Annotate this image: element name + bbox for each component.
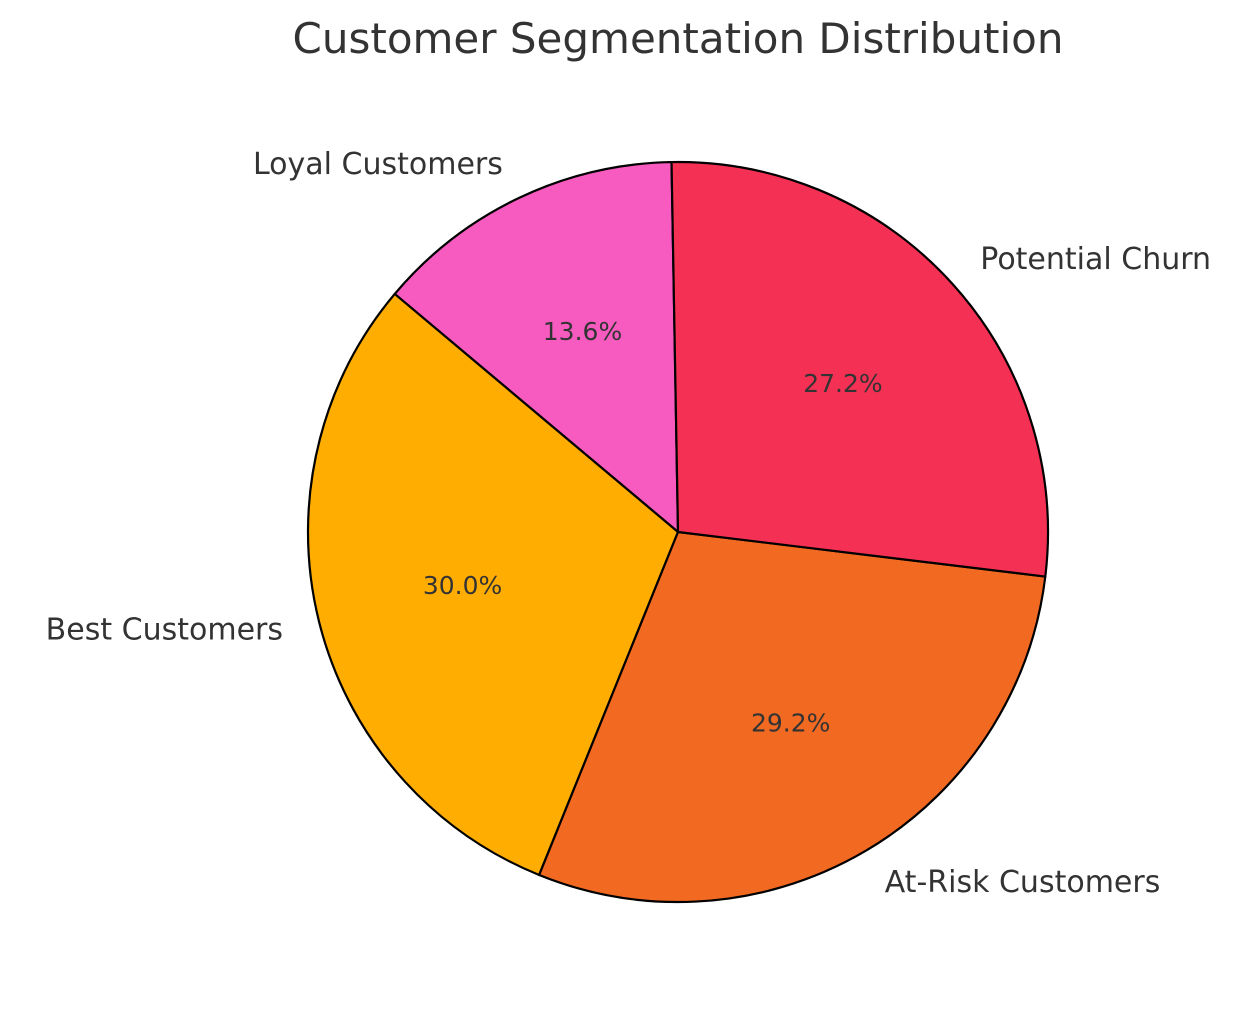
pie-category-label: At-Risk Customers <box>885 865 1161 900</box>
pie-category-label: Loyal Customers <box>253 147 503 182</box>
pie-slice-loyal-customers <box>393 160 680 534</box>
labels-layer: 13.6% Loyal Customers 30.0% Best Customers 2… <box>46 147 1211 900</box>
chart-title: Customer Segmentation Distribution <box>292 14 1064 63</box>
pie-slice-at-risk-customers <box>538 530 1047 904</box>
slices-layer <box>306 160 1050 904</box>
pie-slice-potential-churn <box>670 160 1050 578</box>
pie-percent-label: 29.2% <box>751 709 830 738</box>
pie-category-label: Best Customers <box>46 613 283 648</box>
pie-percent-label: 13.6% <box>543 317 622 346</box>
pie-category-label: Potential Churn <box>980 242 1211 277</box>
pie-slice-best-customers <box>306 292 680 877</box>
pie-percent-label: 27.2% <box>803 369 882 398</box>
pie-percent-label: 30.0% <box>423 571 502 600</box>
